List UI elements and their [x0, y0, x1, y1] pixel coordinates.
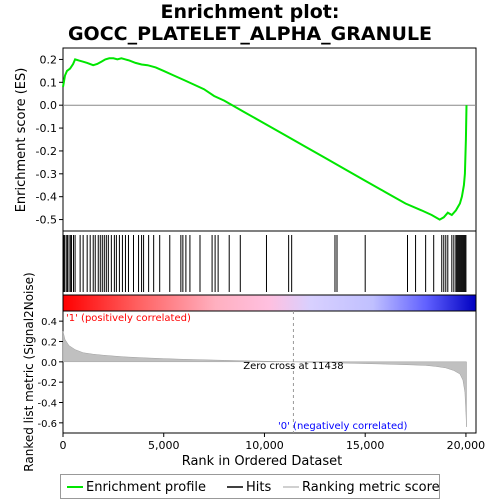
es-profile-line — [62, 57, 468, 221]
positive-correlation-label: '1' (positively correlated) — [66, 313, 191, 324]
xtick-label: 5,000 — [148, 439, 180, 452]
es-ytick-label: -0.3 — [36, 168, 57, 181]
xtick-label: 10,000 — [245, 439, 284, 452]
metric-ytick-label: 0.0 — [41, 358, 57, 369]
metric-ytick-label: -0.4 — [37, 399, 57, 410]
legend: Enrichment profile Hits Ranking metric s… — [60, 474, 440, 499]
rank-color-bar — [62, 294, 477, 312]
xtick-label: 15,000 — [346, 439, 385, 452]
x-axis-label: Rank in Ordered Dataset — [182, 454, 343, 469]
xtick-label: 20,000 — [447, 439, 486, 452]
es-ytick-label: -0.4 — [36, 191, 57, 204]
es-ytick-label: 0.1 — [40, 76, 58, 89]
legend-profile-label: Enrichment profile — [86, 480, 206, 495]
metric-y-label: Ranked list metric (Signal2Noise) — [22, 272, 36, 471]
hits-panel-frame — [62, 230, 477, 296]
negative-correlation-label: '0' (negatively correlated) — [278, 421, 407, 432]
xtick-label: 0 — [60, 439, 67, 452]
chart-title: Enrichment plot: GOCC_PLATELET_ALPHA_GRA… — [67, 1, 433, 45]
es-ytick-label: 0.0 — [40, 99, 58, 112]
es-ytick-label: -0.1 — [36, 122, 57, 135]
legend-ranking-label: Ranking metric scores — [302, 480, 439, 495]
metric-ytick-label: 0.2 — [41, 338, 57, 349]
metric-ytick-label: 0.4 — [41, 317, 57, 328]
es-ytick-label: -0.2 — [36, 145, 57, 158]
es-panel-frame — [62, 47, 477, 232]
legend-hits-label: Hits — [246, 480, 271, 495]
es-ytick-label: 0.2 — [40, 53, 58, 66]
es-y-label: Enrichment score (ES) — [14, 68, 29, 213]
metric-ytick-label: -0.6 — [37, 419, 57, 430]
es-ytick-label: -0.5 — [36, 214, 57, 227]
metric-panel-frame — [62, 310, 477, 434]
zero-cross-label: Zero cross at 11438 — [243, 361, 343, 372]
metric-ytick-label: -0.2 — [37, 378, 57, 389]
